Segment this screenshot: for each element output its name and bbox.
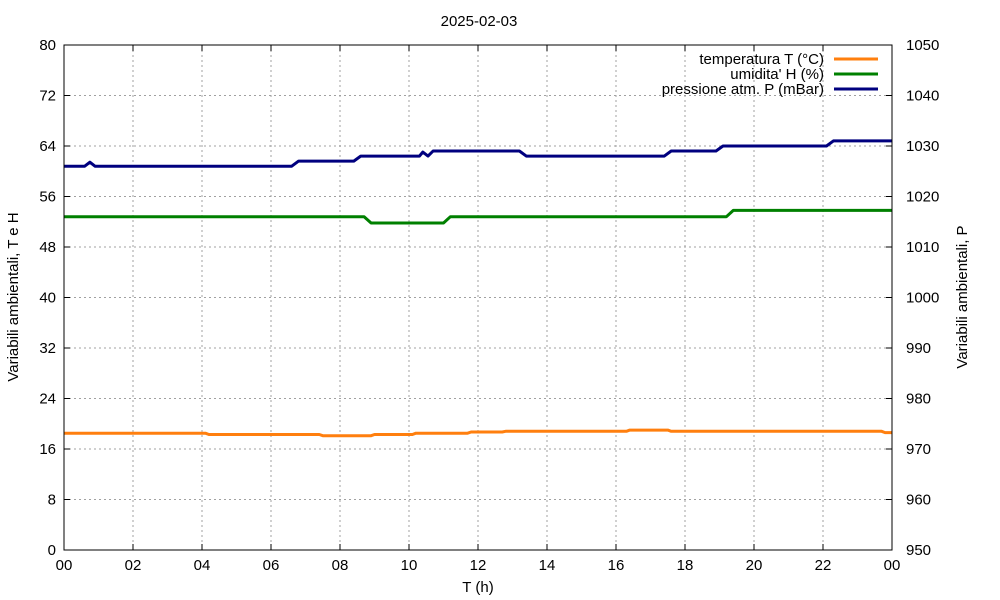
y-tick-label: 24 (39, 391, 56, 408)
x-tick-label: 20 (746, 557, 763, 574)
series-line-3 (64, 139, 892, 168)
x-tick-label: 06 (263, 557, 280, 574)
series-line-2 (64, 208, 892, 225)
y2-tick-label: 990 (906, 340, 931, 357)
y-tick-label: 48 (39, 239, 56, 256)
y-tick-label: 72 (39, 88, 56, 105)
y2-tick-label: 980 (906, 391, 931, 408)
x-tick-label: 00 (884, 557, 901, 574)
x-tick-label: 18 (677, 557, 694, 574)
x-tick-label: 04 (194, 557, 211, 574)
legend: temperatura T (°C)umidita' H (%)pression… (662, 51, 878, 98)
legend-label: temperatura T (°C) (699, 51, 824, 68)
series-lines (64, 139, 892, 438)
x-tick-label: 16 (608, 557, 625, 574)
legend-label: pressione atm. P (mBar) (662, 81, 824, 98)
y2-tick-label: 1040 (906, 88, 939, 105)
y-tick-label: 64 (39, 138, 56, 155)
x-tick-label: 02 (125, 557, 142, 574)
x-axis-label: T (h) (462, 579, 493, 596)
x-tick-label: 14 (539, 557, 556, 574)
y2-tick-label: 950 (906, 542, 931, 559)
y-axis-label: Variabili ambientali, T e H (5, 212, 22, 381)
x-tick-label: 12 (470, 557, 487, 574)
y2-axis-label: Variabili ambientali, P (954, 225, 971, 368)
y-tick-label: 80 (39, 37, 56, 54)
axis-tick-labels: 00 02 04 06 08 10 12 14 16 18 20 22 0008162432404856… (39, 37, 939, 574)
y2-tick-label: 1050 (906, 37, 939, 54)
y2-tick-label: 1030 (906, 138, 939, 155)
x-tick-label: 08 (332, 557, 349, 574)
y-tick-label: 16 (39, 441, 56, 458)
y-tick-label: 40 (39, 290, 56, 307)
legend-label: umidita' H (%) (730, 66, 824, 83)
y-tick-label: 8 (48, 492, 56, 509)
y2-tick-label: 1020 (906, 189, 939, 206)
axis-ticks (63, 44, 893, 551)
series-line-1 (64, 428, 892, 438)
y-tick-label: 56 (39, 189, 56, 206)
x-tick-label: 22 (815, 557, 832, 574)
y2-tick-label: 1000 (906, 290, 939, 307)
y2-tick-label: 960 (906, 492, 931, 509)
y2-tick-label: 970 (906, 441, 931, 458)
y2-tick-label: 1010 (906, 239, 939, 256)
y-tick-label: 32 (39, 340, 56, 357)
chart-title: 2025-02-03 (441, 13, 518, 30)
y-tick-label: 0 (48, 542, 56, 559)
x-tick-label: 10 (401, 557, 418, 574)
x-tick-label: 00 (56, 557, 73, 574)
